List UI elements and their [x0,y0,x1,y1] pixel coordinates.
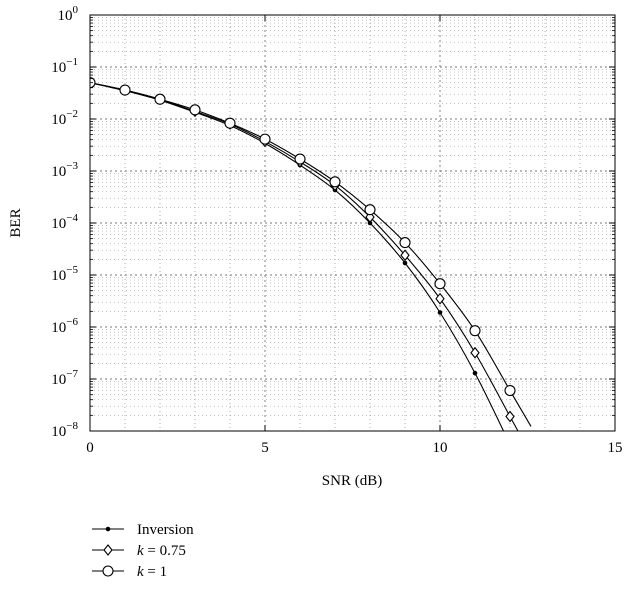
legend-marker-dot [105,526,111,532]
legend-label: k = 1 [137,564,167,580]
x-tick-label: 15 [608,440,623,456]
y-tick-label: 10−7 [51,368,78,388]
data-point-circle [224,117,236,129]
tick-labels: 0 5 10 15 100 10−1 10−2 10−3 10−4 10−5 10−6 10−7 10−… [51,4,622,456]
series-line-1 [90,82,519,431]
series-layer [90,82,532,431]
data-point-dot [472,370,478,376]
x-tick-label: 5 [261,440,269,456]
x-tick-label: 0 [86,440,94,456]
data-point-circle [469,325,481,337]
data-point-circle [364,204,376,216]
y-axis-label: BER [8,208,24,237]
y-tick-label: 10−1 [51,56,78,76]
y-tick-label: 10−4 [51,212,78,232]
marker-layer [90,76,516,447]
data-point-circle [259,133,271,145]
legend-label: Inversion [137,522,194,538]
legend-marker-circle [102,565,114,577]
data-point-diamond [470,346,480,359]
y-tick-label: 10−6 [51,316,78,336]
legend: Inversion k = 0.75 k = 1 [92,522,194,580]
data-point-circle [294,153,306,165]
series-line-2 [90,82,532,427]
data-point-dot [402,260,408,266]
legend-label: k = 0.75 [137,543,186,559]
data-point-circle [154,93,166,105]
data-point-dot [437,310,443,315]
x-axis-label: SNR (dB) [322,473,382,489]
legend-marker-diamond [103,544,113,556]
y-tick-label: 10−2 [51,108,78,128]
y-tick-label: 10−8 [51,420,78,440]
data-point-diamond [505,410,515,423]
data-point-diamond [400,249,410,262]
data-point-circle [399,237,411,249]
y-tick-label: 10−5 [51,264,78,284]
data-point-circle [504,384,516,397]
grid [90,15,615,431]
y-tick-label: 100 [58,4,79,24]
data-point-circle [329,176,341,188]
data-point-dot [508,442,513,447]
y-tick-label: 10−3 [51,160,78,180]
x-tick-label: 10 [433,440,448,456]
data-point-diamond [435,292,445,305]
ticks [89,14,616,432]
data-point-circle [189,104,201,116]
data-point-dot [367,220,373,226]
data-point-circle [434,278,446,290]
data-point-circle [119,84,131,96]
series-line-0 [90,82,505,431]
